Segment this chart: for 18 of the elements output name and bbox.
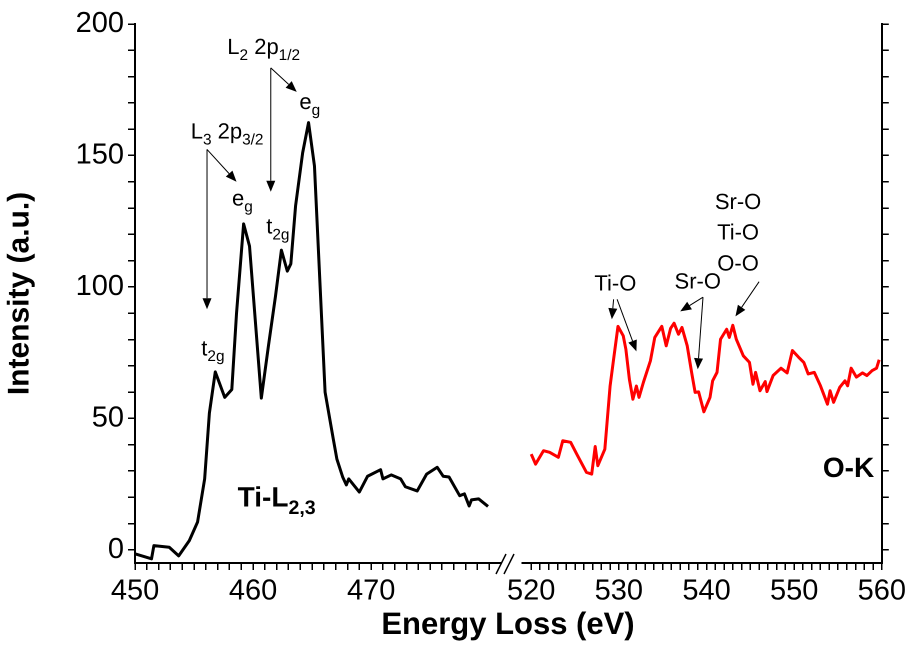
annotation: Sr-O [674,268,721,294]
y-tick-label: 150 [76,138,124,170]
x-tick-label: 560 [858,574,906,606]
annotation: O-K [822,452,874,483]
y-tick-label: 0 [108,532,124,565]
x-tick-label: 460 [228,574,278,606]
x-tick-label: 550 [770,574,818,606]
y-axis-title: Intensity (a.u.) [2,192,36,396]
x-tick-label: 530 [594,574,644,606]
y-tick-label: 200 [76,7,124,39]
annotation: Ti-O [594,270,636,296]
x-tick-label: 540 [682,574,731,606]
x-tick-label: 450 [110,574,160,606]
x-tick-label: 520 [507,574,556,606]
x-tick-label: 470 [346,574,396,606]
x-axis-title: Energy Loss (eV) [380,606,636,642]
y-tick-label: 100 [76,270,124,302]
y-tick-label: 50 [92,401,124,434]
